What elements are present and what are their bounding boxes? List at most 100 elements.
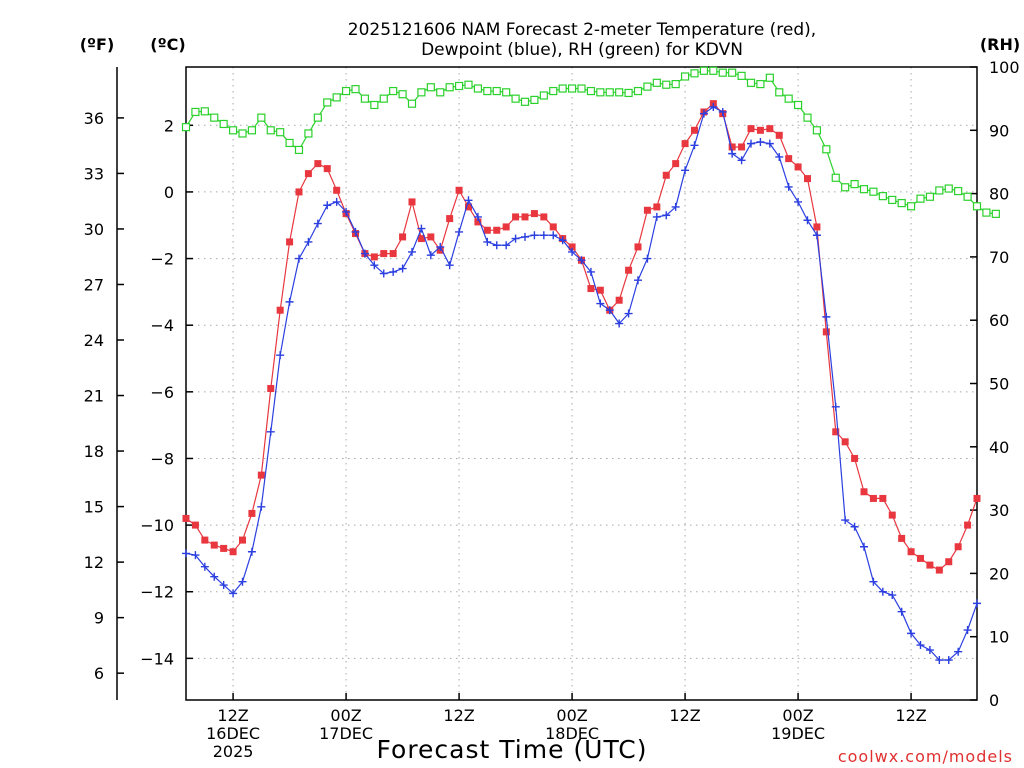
data-point [954, 186, 963, 196]
celsius-tick-label: −6 [150, 383, 174, 402]
data-point [972, 202, 982, 211]
data-point [568, 247, 577, 256]
data-point [813, 223, 821, 231]
data-point [539, 91, 548, 100]
data-point [380, 250, 388, 258]
data-point [577, 84, 586, 93]
rh-tick-label: 20 [989, 564, 1009, 583]
data-point [502, 241, 511, 250]
data-point [963, 192, 972, 201]
data-point [549, 231, 558, 240]
data-point [935, 186, 944, 195]
fahrenheit-tick-label: 21 [84, 387, 104, 406]
data-point [671, 202, 680, 211]
data-point [200, 107, 209, 116]
data-point [699, 109, 708, 118]
data-point [379, 269, 388, 278]
data-point [680, 72, 690, 81]
data-point [426, 251, 435, 260]
data-point [304, 170, 312, 178]
data-point [229, 548, 237, 556]
data-point [841, 438, 849, 446]
fahrenheit-unit-label: (ºF) [80, 35, 115, 54]
data-point [567, 84, 577, 93]
data-point [860, 488, 868, 496]
x-axis-title: Forecast Time (UTC) [377, 735, 648, 764]
data-point [464, 80, 473, 89]
rh-tick-label: 70 [989, 248, 1009, 267]
data-point [399, 233, 407, 241]
celsius-tick-label: −14 [140, 649, 174, 668]
x-tick-label: 00Z [782, 706, 813, 725]
data-point [295, 254, 303, 263]
data-point [229, 589, 238, 598]
series-rh [181, 66, 1000, 218]
data-point [276, 128, 285, 137]
fahrenheit-tick-label: 6 [94, 664, 104, 683]
x-tick-label: 18DEC [545, 724, 599, 743]
data-point [605, 88, 614, 97]
data-point [822, 328, 830, 336]
data-point [916, 641, 925, 650]
data-point [586, 86, 596, 96]
data-point [926, 561, 934, 569]
data-point [455, 227, 464, 236]
data-point [332, 93, 341, 102]
data-point [794, 197, 803, 206]
data-point [247, 547, 256, 556]
data-point [521, 213, 529, 221]
data-point [784, 94, 793, 103]
data-point [935, 566, 943, 574]
data-point [398, 264, 407, 273]
data-point [465, 203, 472, 211]
data-point [860, 542, 868, 551]
data-point [407, 99, 417, 108]
data-point [417, 235, 425, 243]
data-point [888, 195, 897, 205]
data-point [878, 192, 887, 201]
data-point [473, 84, 483, 93]
rh-tick-label: 0 [989, 691, 999, 710]
data-point [549, 223, 557, 231]
plot-frame [185, 66, 978, 701]
data-point [775, 152, 784, 161]
data-point [775, 88, 784, 97]
data-point [851, 454, 859, 462]
data-point [832, 428, 840, 436]
data-point [304, 237, 313, 246]
data-point [925, 646, 934, 655]
data-point [342, 207, 351, 216]
data-point [389, 250, 397, 258]
data-point [191, 551, 200, 560]
data-point [671, 79, 680, 89]
data-point [916, 194, 925, 203]
data-point [625, 266, 633, 274]
rh-tick-label: 40 [989, 438, 1009, 457]
data-point [266, 126, 275, 135]
data-point [662, 211, 671, 220]
data-point [370, 253, 378, 261]
x-tick-label: 12Z [443, 706, 474, 725]
data-point [766, 125, 774, 133]
data-point [219, 581, 228, 590]
data-point [822, 312, 831, 321]
celsius-tick-label: −12 [140, 583, 174, 602]
data-point [747, 125, 755, 133]
data-point [596, 88, 605, 97]
data-point [191, 107, 200, 117]
data-point [662, 171, 670, 179]
data-point [474, 218, 482, 226]
x-tick-label: 00Z [330, 706, 361, 725]
data-point [812, 126, 822, 135]
data-point [266, 427, 275, 436]
data-point [341, 86, 351, 96]
data-point [850, 522, 859, 531]
data-point [690, 69, 699, 78]
data-point [804, 175, 811, 183]
data-point [954, 543, 962, 551]
series-line [185, 106, 978, 661]
data-point [944, 656, 953, 665]
rh-tick-label: 30 [989, 501, 1009, 520]
celsius-tick-label: −2 [150, 250, 174, 269]
